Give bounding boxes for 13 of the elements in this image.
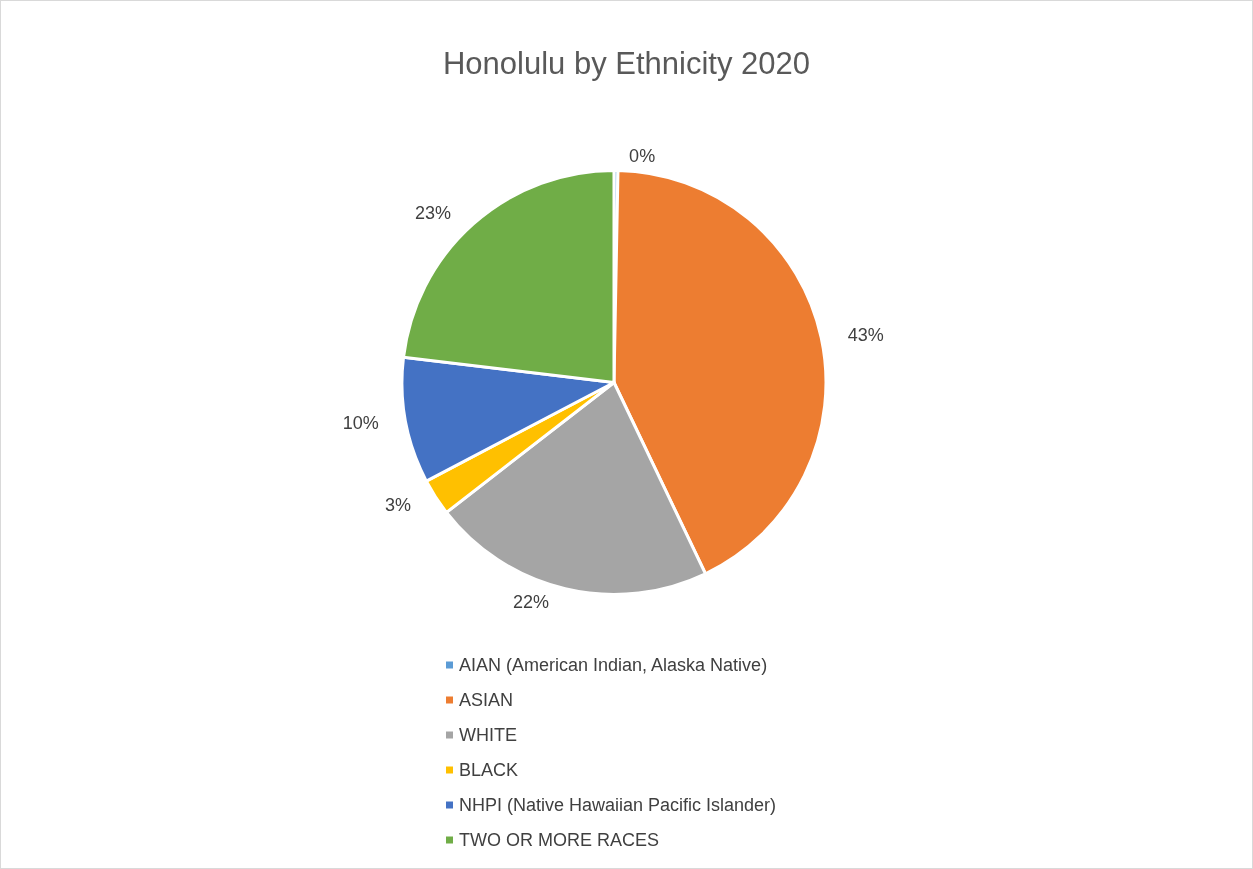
legend-label: AIAN (American Indian, Alaska Native) [459,655,768,675]
legend-label: BLACK [459,760,519,780]
legend-label: ASIAN [459,690,514,710]
data-label: 43% [847,324,884,345]
data-label: 3% [384,494,411,515]
legend-label: WHITE [459,725,517,745]
legend-label: NHPI (Native Hawaiian Pacific Islander) [459,795,777,815]
data-label: 0% [629,146,656,167]
data-label: 23% [414,203,451,224]
data-label: 10% [342,413,379,434]
chart-title: Honolulu by Ethnicity 2020 [442,46,811,81]
legend-label: TWO OR MORE RACES [459,830,660,850]
data-label: 22% [512,592,549,613]
